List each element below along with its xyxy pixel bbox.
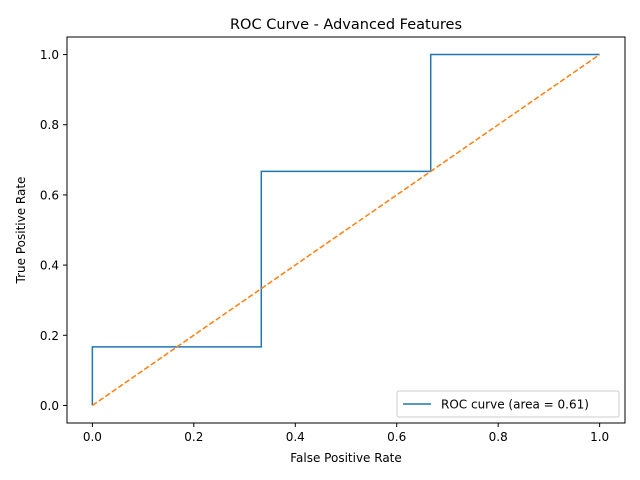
x-axis-label: False Positive Rate	[290, 451, 402, 465]
y-axis-label: True Positive Rate	[14, 177, 28, 285]
x-tick-label: 0.6	[387, 430, 406, 444]
y-tick-label: 1.0	[40, 48, 59, 62]
y-tick-label: 0.4	[40, 259, 59, 273]
x-tick-label: 0.2	[184, 430, 203, 444]
roc-curve-line	[91, 53, 600, 406]
x-tick-label: 0.8	[489, 430, 508, 444]
legend-box	[396, 390, 620, 418]
plot-area	[91, 53, 601, 407]
y-tick-label: 0.8	[40, 118, 59, 132]
y-tick-label: 0.2	[40, 329, 59, 343]
y-tick-label: 0.6	[40, 188, 59, 202]
legend-label-roc: ROC curve (area = 0.61)	[441, 398, 589, 412]
x-tick-label: 1.0	[590, 430, 609, 444]
y-tick-label: 0.0	[40, 399, 59, 413]
axis-ticks: 0.0 0.2 0.4 0.6 0.8 1.0 0.0 0.2 0.4 0.6 0.8 1.0	[40, 48, 609, 444]
x-tick-label: 0.0	[83, 430, 102, 444]
plot-frame	[66, 36, 626, 424]
chart-title: ROC Curve - Advanced Features	[230, 17, 462, 33]
x-tick-label: 0.4	[286, 430, 305, 444]
legend: ROC curve (area = 0.61)	[396, 390, 620, 418]
reference-diagonal-line	[91, 53, 601, 407]
